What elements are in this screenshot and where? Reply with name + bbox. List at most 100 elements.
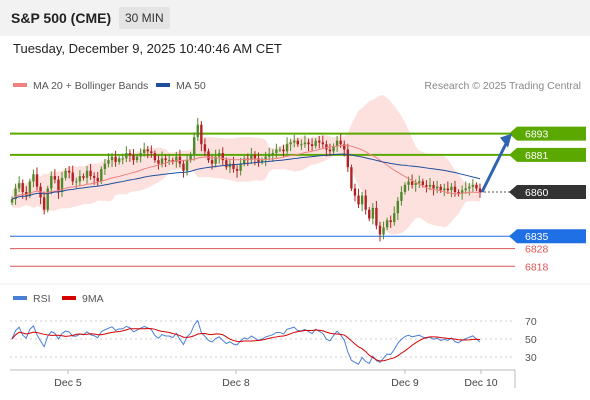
candle-body [128,153,132,155]
candle-body [425,184,428,187]
candle-body [360,195,364,205]
candle-body [350,167,353,189]
candle-body [250,154,253,161]
candle-body [414,183,417,185]
rsi-tick-label: 30 [525,352,537,364]
x-tick-label: Dec 10 [464,377,497,389]
candle-body [310,144,314,146]
projection-arrow-head [500,133,512,148]
candle-body [221,153,224,161]
candle-body [14,188,17,200]
candle-body [396,200,400,214]
level-label-6893: 6893 [525,129,549,141]
candle-body [435,186,439,189]
candle-body [89,170,92,177]
candle-body [432,184,435,189]
candle-body [314,140,317,146]
candle-body [182,163,185,171]
candle-body [260,160,264,162]
candle-body [289,142,292,145]
candle-body [282,149,285,152]
candle-body [418,181,421,184]
candle-body [335,140,339,146]
candle-body [25,192,28,196]
candle-body [264,156,267,161]
instrument-title: S&P 500 (CME) [11,10,112,26]
timeframe-button[interactable]: 30 MIN [119,7,170,29]
level-label-6860: 6860 [525,187,549,199]
candle-body [46,188,49,210]
candle-body [150,151,153,154]
candle-body [210,160,214,164]
candle-body [214,156,217,164]
candle-body [57,179,60,192]
candle-body [346,149,350,168]
candle-body [196,124,199,138]
candle-body [50,176,53,189]
candle-body [67,170,71,173]
candle-body [75,181,78,183]
candle-body [207,151,210,161]
research-credit: Research © 2025 Trading Central [424,80,581,92]
candle-body [268,154,271,157]
ma50-swatch [156,83,170,88]
candle-body [382,227,385,235]
candle-body [153,153,157,161]
candle-body [475,184,478,189]
bollinger-band [12,95,480,235]
rsi-label: RSI [33,293,51,305]
legend-ma20: MA 20 + Bollinger Bands [13,80,148,92]
candle-body [164,158,167,161]
candle-body [125,153,128,159]
candle-body [471,184,475,187]
level-label-6835: 6835 [525,231,549,243]
candle-body [278,149,282,151]
candle-body [139,153,142,157]
level-tag-6835 [509,229,586,244]
candle-body [275,149,278,154]
ma9-swatch [62,296,76,301]
candle-body [303,142,307,145]
candle-body [85,170,89,178]
level-label-6818: 6818 [525,261,549,273]
candle-body [375,207,378,226]
rsi-tick-label: 50 [525,334,537,346]
candle-body [421,181,425,185]
candle-body [439,186,442,191]
ma20-line [11,144,481,200]
candle-body [257,158,260,162]
candle-body [478,188,482,192]
datetime-label: Tuesday, December 9, 2025 10:40:46 AM CE… [13,41,282,56]
candle-body [160,158,164,164]
ma50-line [11,153,481,200]
candle-body [53,176,57,180]
candle-body [96,177,99,182]
candle-body [318,140,321,143]
candle-body [428,184,432,187]
candle-body [100,169,103,182]
candle-body [107,160,110,164]
level-label-6828: 6828 [525,244,549,256]
ma9-label: 9MA [82,293,104,305]
candle-body [28,181,32,196]
candle-body [307,142,310,145]
candle-body [253,154,257,159]
candle-body [121,158,124,160]
candle-body [203,144,207,152]
candle-body [453,186,457,192]
candle-body [293,140,296,143]
candle-body [343,144,346,150]
candle-body [114,156,117,162]
candle-body [200,124,203,145]
candle-body [393,213,396,223]
candle-body [71,172,74,182]
level-label-6881: 6881 [525,150,549,162]
candle-body [332,146,335,152]
candle-body [296,140,300,145]
projection-arrow-shaft [480,138,510,193]
candle-body [389,220,392,223]
candle-body [10,199,14,203]
x-tick-label: Dec 5 [54,377,82,389]
ma50-label: MA 50 [176,80,206,92]
